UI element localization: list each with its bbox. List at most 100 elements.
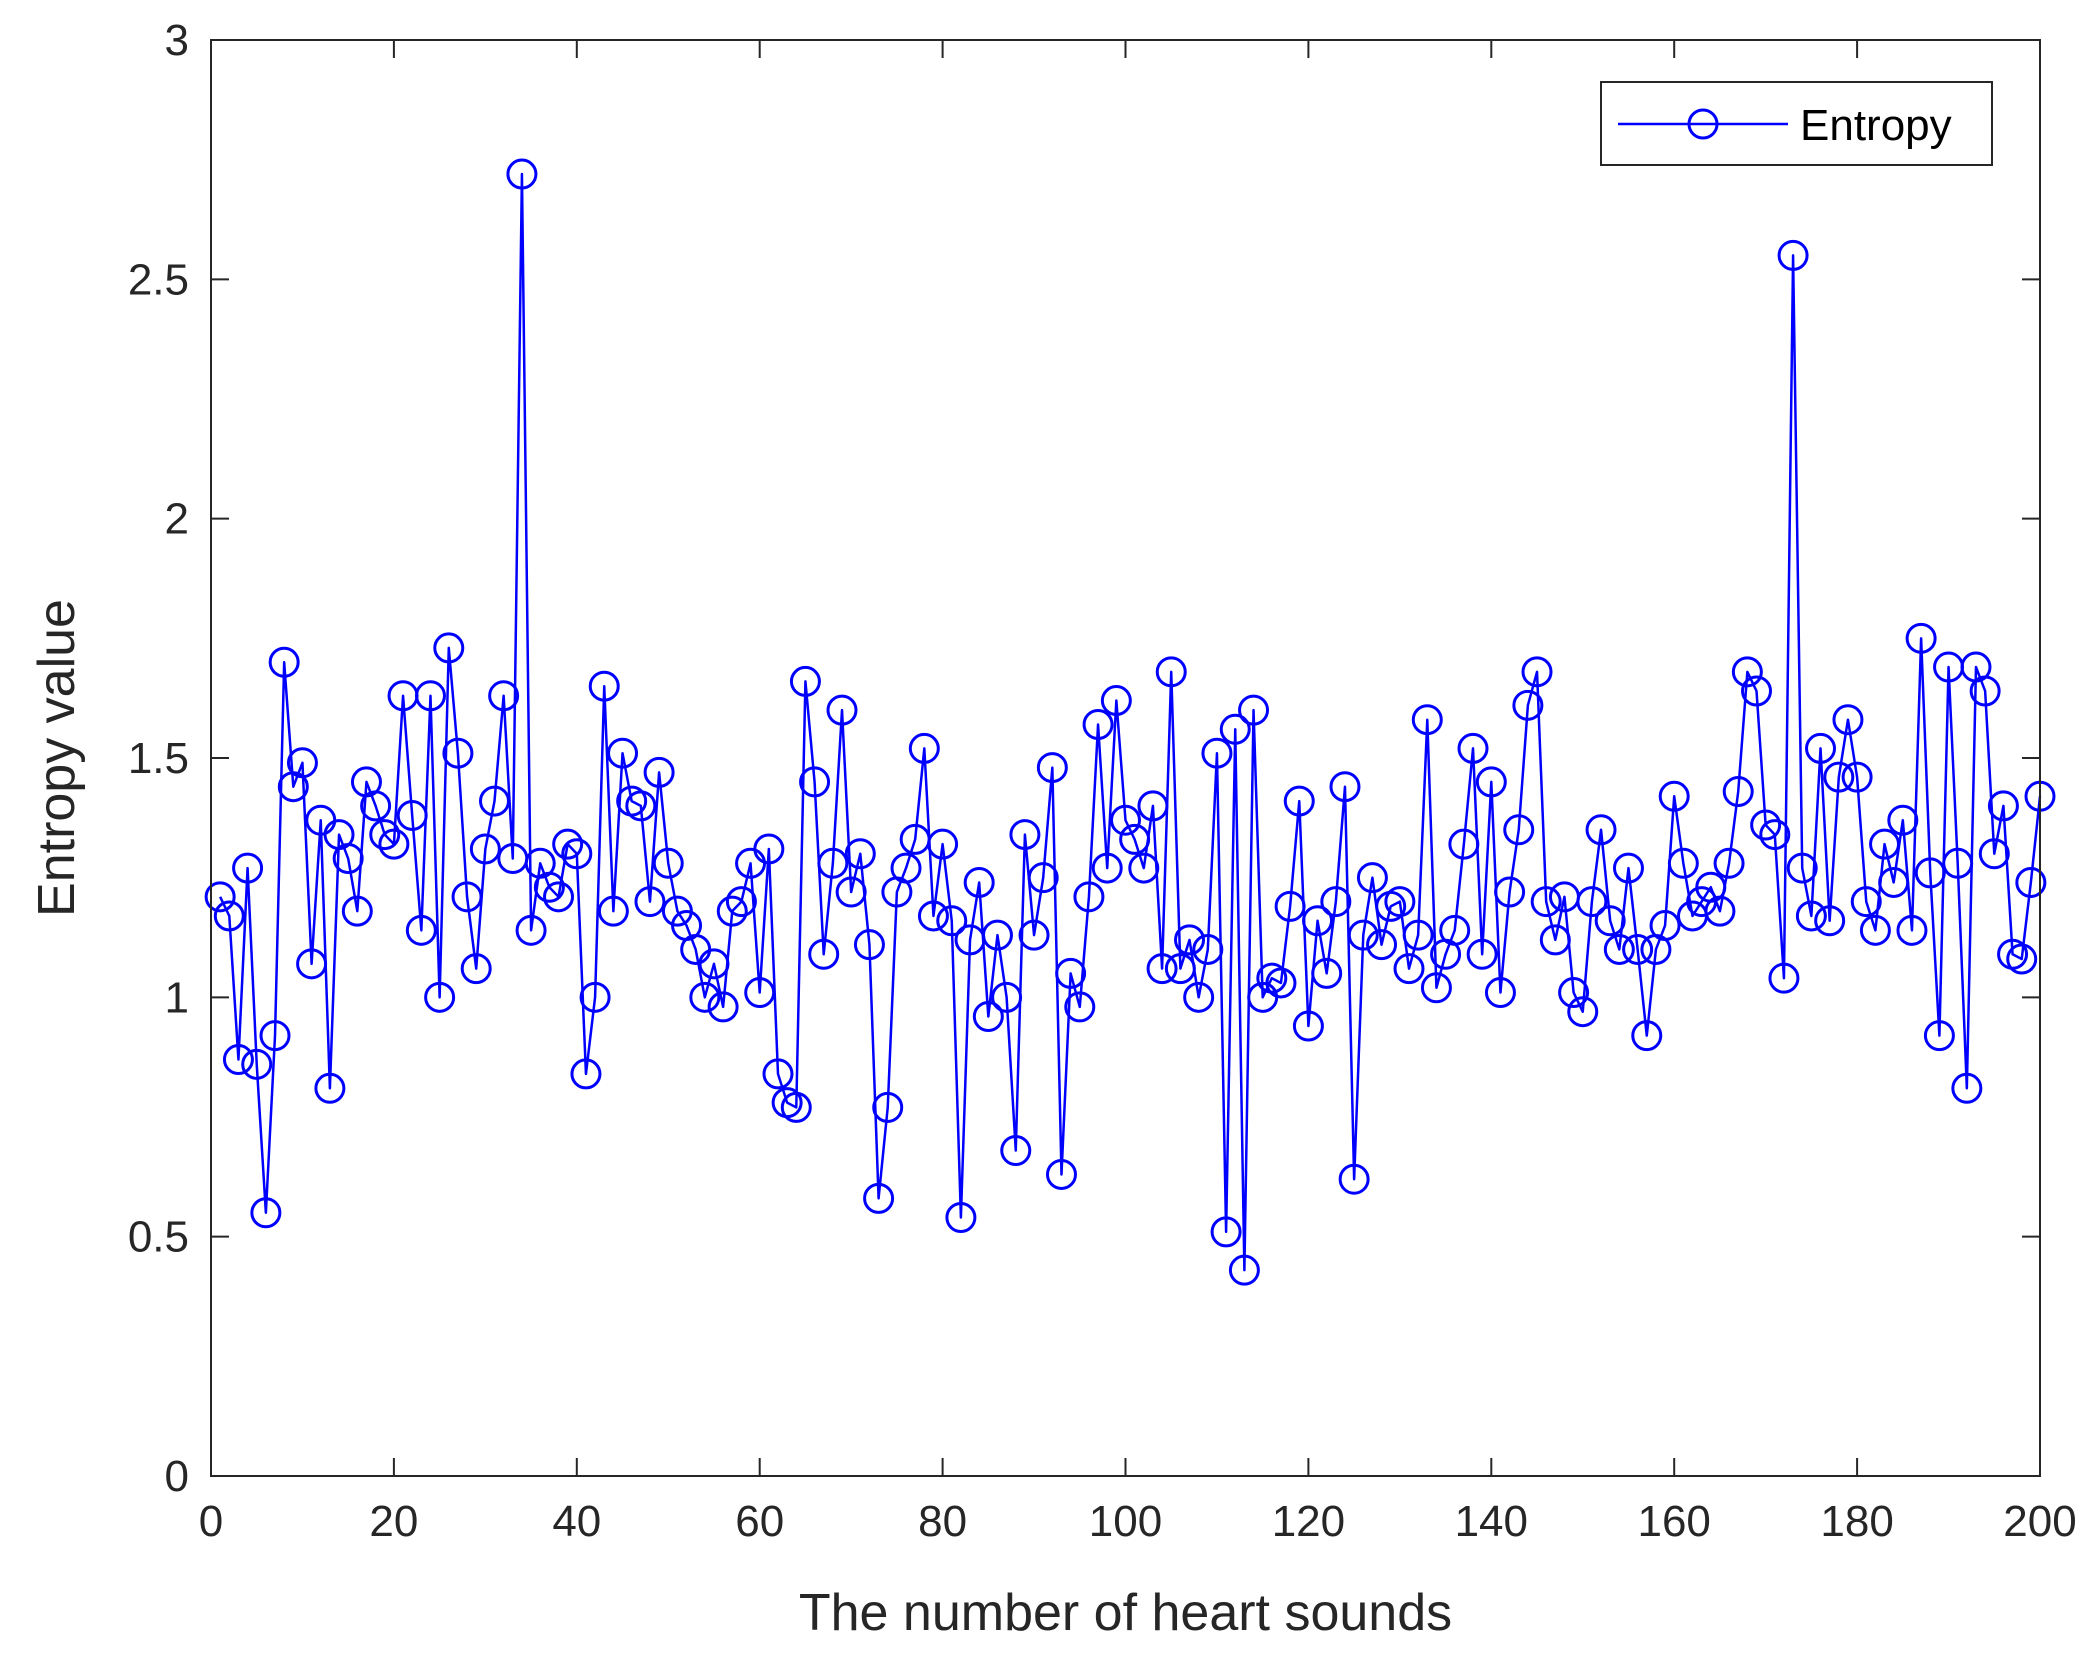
data-point-marker (1823, 761, 1855, 793)
data-point-marker (1603, 933, 1635, 965)
data-point-marker (561, 838, 593, 870)
y-tick-label: 1.5 (128, 734, 189, 783)
data-point-marker (1558, 977, 1590, 1009)
data-point-marker (643, 756, 675, 788)
data-point-marker (1896, 914, 1928, 946)
data-point-marker (1274, 890, 1306, 922)
data-point-marker (1969, 675, 2001, 707)
data-point-marker (1073, 881, 1105, 913)
data-point-marker (579, 981, 611, 1013)
data-point-marker (360, 790, 392, 822)
data-point-marker (1777, 239, 1809, 271)
data-point-marker (1110, 804, 1141, 836)
data-point-marker (1951, 1072, 1983, 1104)
data-point-marker (552, 828, 584, 860)
data-point-marker (1759, 819, 1791, 851)
data-point-marker (863, 1182, 895, 1214)
data-point-marker (588, 670, 620, 702)
data-point-marker (232, 852, 264, 884)
data-point-marker (826, 694, 858, 726)
data-point-marker (1530, 886, 1562, 918)
data-point-marker (1914, 857, 1946, 889)
entropy-series-line (219, 172, 2042, 1272)
data-point-marker (1448, 828, 1480, 860)
data-point-marker (405, 914, 437, 946)
data-point-marker (341, 895, 373, 927)
data-point-marker (1183, 981, 1215, 1013)
data-point-marker (1869, 828, 1901, 860)
x-tick-label: 100 (1089, 1497, 1162, 1546)
data-point-marker (1466, 938, 1498, 970)
data-point-marker (844, 838, 876, 870)
data-point-marker (543, 881, 575, 913)
data-point-marker (597, 895, 629, 927)
data-point-marker (488, 680, 520, 712)
y-tick-label: 0 (165, 1452, 189, 1501)
data-point-marker (835, 876, 867, 908)
data-point-marker (1658, 780, 1690, 812)
legend-series-name: Entropy (1800, 101, 1952, 150)
data-point-marker (1155, 656, 1187, 688)
data-point-marker (1731, 656, 1763, 688)
data-point-marker (872, 1091, 904, 1123)
data-point-marker (716, 895, 748, 927)
data-point-marker (1649, 910, 1681, 942)
data-point-marker (1585, 814, 1617, 846)
data-point-marker (1045, 1158, 1077, 1190)
data-point-marker (2015, 866, 2047, 898)
data-point-marker (725, 886, 757, 918)
data-point-marker (1612, 852, 1644, 884)
data-point-marker (1878, 866, 1910, 898)
data-point-marker (1192, 933, 1224, 965)
legend-circle-marker-icon (1687, 108, 1719, 140)
data-point-marker (2006, 943, 2038, 975)
data-point-marker (478, 785, 510, 817)
data-point-marker (1338, 1163, 1370, 1195)
x-tick-label: 120 (1272, 1497, 1345, 1546)
data-point-marker (1923, 1020, 1955, 1052)
data-point-marker (1978, 838, 2010, 870)
data-point-marker (1137, 790, 1169, 822)
data-point-marker (927, 828, 959, 860)
data-point-marker (744, 977, 776, 1009)
data-point-marker (442, 737, 474, 769)
data-point-marker (1009, 819, 1041, 851)
data-point-marker (460, 953, 492, 985)
data-point-marker (1311, 957, 1343, 989)
y-tick-label: 2 (165, 495, 189, 544)
data-point-marker (1366, 929, 1398, 961)
data-point-marker (414, 680, 446, 712)
data-point-marker (1887, 804, 1919, 836)
data-point-marker (707, 991, 739, 1023)
data-point-marker (1439, 914, 1471, 946)
data-point-marker (378, 828, 410, 860)
data-point-marker (259, 1020, 291, 1052)
data-point-marker (1238, 694, 1270, 726)
data-point-marker (1329, 771, 1361, 803)
y-tick-labels: 0 0.5 1 1.5 2 2.5 3 (128, 16, 189, 1501)
data-point-marker (314, 1072, 346, 1104)
data-point-marker (1201, 737, 1233, 769)
data-point-marker (250, 1197, 282, 1229)
data-point-marker (1631, 1020, 1663, 1052)
data-point-marker (808, 938, 840, 970)
x-tick-label: 40 (552, 1497, 601, 1546)
data-point-marker (1100, 685, 1132, 717)
data-point-marker (1594, 905, 1626, 937)
x-tick-label: 60 (735, 1497, 784, 1546)
data-point-marker (204, 881, 236, 913)
data-point-marker (1704, 895, 1736, 927)
data-point-marker (753, 833, 785, 865)
data-point-marker (296, 948, 328, 980)
data-point-marker (533, 871, 565, 903)
data-point-marker (1750, 809, 1782, 841)
data-point-marker (972, 1000, 1004, 1032)
data-point-marker (1146, 953, 1178, 985)
data-point-marker (369, 819, 401, 851)
data-point-marker (1859, 914, 1891, 946)
data-point-marker (1576, 886, 1608, 918)
data-point-marker (570, 1058, 602, 1090)
data-point-marker (1228, 1254, 1260, 1286)
data-point-marker (1055, 957, 1087, 989)
data-point-marker (1283, 785, 1315, 817)
